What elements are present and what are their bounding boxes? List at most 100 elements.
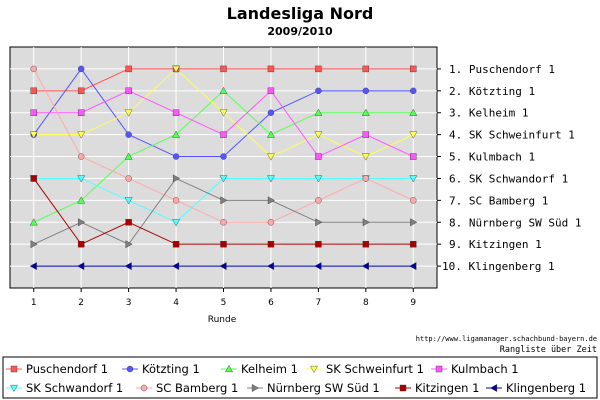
data-point (172, 109, 180, 116)
rank-label: 6. SK Schwandorf 1 (449, 172, 568, 185)
chart-title: Landesliga Nord (227, 4, 374, 23)
rank-label: 3. Kelheim 1 (449, 107, 528, 120)
data-point (409, 108, 418, 116)
legend-marker (225, 364, 233, 373)
data-point (267, 87, 275, 95)
legend-marker (489, 384, 498, 392)
legend-label: Kötzting 1 (142, 362, 200, 376)
data-point (77, 240, 85, 248)
legend-marker (126, 365, 134, 373)
data-point (267, 175, 275, 183)
data-point (220, 219, 227, 226)
data-point (219, 86, 228, 94)
legend-marker (399, 384, 407, 392)
data-point (410, 87, 417, 95)
data-point (124, 109, 133, 117)
legend-label: Kulmbach 1 (451, 362, 519, 376)
legend (2, 356, 598, 399)
data-point (267, 109, 275, 116)
rank-label: 1. Puschendorf 1 (449, 63, 555, 76)
data-point (315, 218, 323, 227)
data-point (77, 153, 85, 160)
data-point (362, 175, 370, 182)
data-point (361, 108, 370, 116)
data-point (30, 65, 37, 73)
data-point (78, 218, 86, 227)
data-point (172, 130, 180, 138)
legend-marker (10, 365, 18, 373)
data-point (220, 131, 227, 138)
data-point (315, 65, 322, 73)
source-url: http://www.ligamanager.schachbund-bayern… (416, 335, 597, 343)
data-point (220, 240, 227, 248)
data-point (314, 108, 323, 116)
legend-marker (10, 384, 18, 393)
data-point (315, 197, 322, 204)
data-point (77, 131, 86, 139)
x-tick-label: 2 (78, 298, 84, 308)
x-axis-label: Runde (208, 315, 237, 325)
rank-label: 9. Kitzingen 1 (449, 238, 542, 251)
data-point (30, 87, 37, 95)
data-point (220, 65, 227, 73)
data-point (361, 153, 370, 161)
rank-label: 5. Kulmbach 1 (449, 151, 535, 164)
chart-subtitle: 2009/2010 (267, 25, 333, 38)
rank-label: 8. Nürnberg SW Süd 1 (449, 216, 581, 229)
data-point (266, 262, 275, 271)
data-point (29, 131, 38, 139)
data-point (125, 219, 132, 226)
legend-label: SK Schweinfurt 1 (326, 362, 424, 376)
legend-label: Kitzingen 1 (415, 381, 479, 395)
data-point (124, 152, 133, 160)
data-point (410, 65, 417, 73)
data-point (125, 65, 132, 73)
rank-label: 2. Kötzting 1 (449, 85, 535, 98)
data-point (172, 197, 180, 204)
legend-label: SK Schwandorf 1 (26, 381, 123, 395)
data-point (362, 131, 370, 138)
legend-label: SC Bamberg 1 (156, 381, 238, 395)
legend-label: Nürnberg SW Süd 1 (267, 381, 380, 395)
data-point (409, 131, 418, 139)
legend-label: Puschendorf 1 (26, 362, 108, 376)
source-caption: Rangliste über Zeit (500, 345, 597, 355)
rank-label: 10. Klingenberg 1 (442, 260, 555, 273)
data-point (219, 262, 227, 271)
data-point (409, 175, 418, 183)
x-tick-label: 6 (268, 298, 274, 308)
data-point (77, 65, 85, 73)
data-point (315, 87, 322, 95)
data-point (30, 109, 37, 116)
x-tick-label: 9 (410, 298, 416, 308)
legend-marker (435, 365, 443, 373)
data-point (125, 87, 132, 95)
data-point (172, 240, 180, 248)
x-tick-label: 1 (31, 298, 37, 308)
data-point (314, 175, 323, 183)
data-point (267, 130, 275, 138)
legend-items: Puschendorf 1 Kötzting 1 Kelheim 1 SK Schwe… (6, 362, 586, 395)
data-point (362, 87, 370, 95)
data-point (125, 131, 132, 138)
data-point (267, 240, 275, 248)
data-point (77, 175, 86, 183)
legend-marker (310, 365, 318, 374)
data-point (267, 196, 275, 205)
data-point (124, 262, 132, 271)
data-point (172, 153, 180, 160)
data-point (219, 175, 228, 183)
data-point (30, 175, 37, 182)
data-point (29, 262, 37, 271)
x-tick-label: 4 (173, 298, 179, 308)
data-point (314, 131, 323, 139)
rank-axis: 1. Puschendorf 1 2. Kötzting 1 3. Kelheim … (437, 63, 581, 273)
data-point (220, 153, 227, 160)
x-tick-label: 7 (316, 298, 322, 308)
data-point (172, 65, 180, 73)
data-point (409, 262, 417, 271)
data-point (172, 174, 181, 183)
x-axis: 1 2 3 4 5 6 7 8 9 (31, 288, 416, 308)
rank-label: 4. SK Schweinfurt 1 (449, 129, 575, 142)
